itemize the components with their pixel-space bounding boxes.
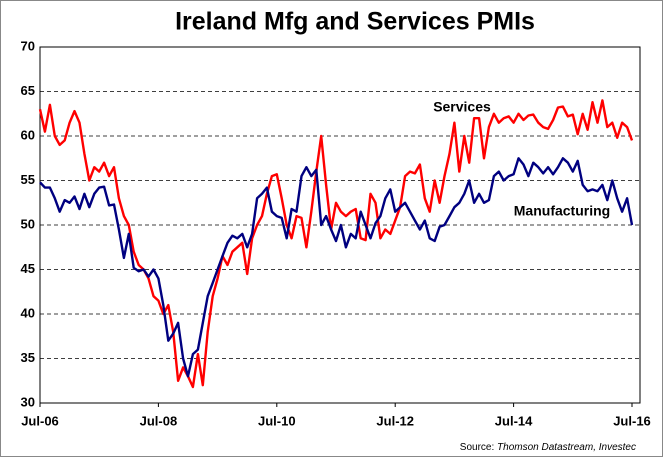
x-tick-label: Jul-14: [495, 413, 533, 428]
series-line: [38, 99, 634, 389]
y-tick-label: 50: [21, 216, 35, 231]
y-tick-label: 65: [21, 83, 35, 98]
chart-title: Ireland Mfg and Services PMIs: [175, 8, 535, 36]
source-text: Thomson Datastream, Investec: [497, 442, 636, 453]
x-tick-label: Jul-06: [21, 413, 59, 428]
y-tick-label: 60: [21, 127, 35, 142]
x-tick-label: Jul-12: [376, 413, 414, 428]
source: Source: Thomson Datastream, Investec: [460, 442, 636, 453]
series-line: [39, 157, 634, 378]
x-tick-label: Jul-16: [613, 413, 651, 428]
y-tick-label: 55: [21, 172, 35, 187]
x-tick-label: Jul-10: [258, 413, 296, 428]
plot-frame: [39, 46, 641, 404]
y-tick-label: 70: [21, 38, 35, 53]
y-tick-label: 35: [21, 350, 35, 365]
y-tick-label: 30: [21, 394, 35, 409]
series-label: Manufacturing: [514, 203, 610, 219]
source-label: Source:: [460, 442, 494, 453]
x-tick-label: Jul-08: [140, 413, 178, 428]
y-tick-label: 45: [21, 261, 35, 276]
series-label: Services: [433, 99, 491, 115]
y-tick-label: 40: [21, 305, 35, 320]
